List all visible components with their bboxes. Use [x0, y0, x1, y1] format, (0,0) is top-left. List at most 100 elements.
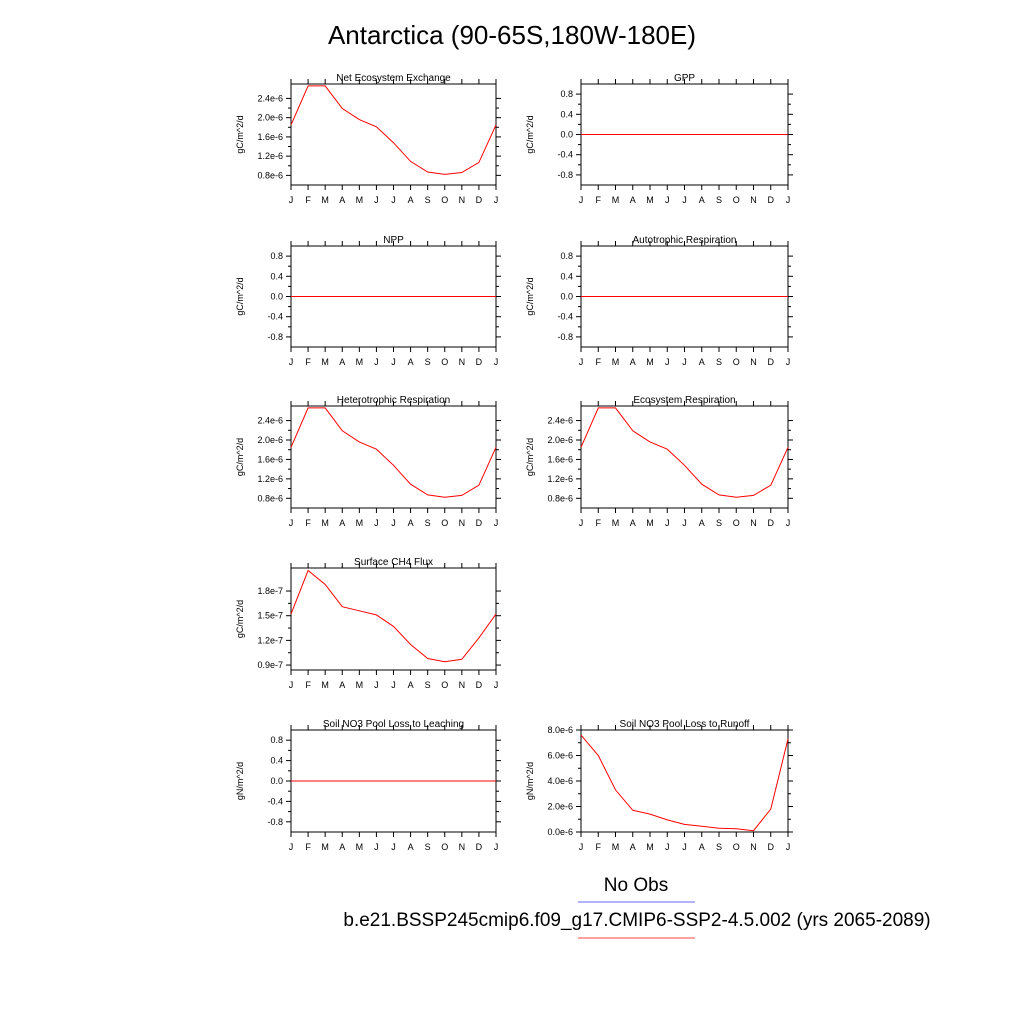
x-tick-label: M: [646, 357, 654, 367]
x-tick-label: O: [441, 680, 448, 690]
x-tick-label: O: [441, 195, 448, 205]
y-tick-label: 1.8e-7: [257, 586, 283, 596]
y-axis-label: gC/m^2/d: [525, 277, 535, 315]
y-tick-label: -0.4: [557, 312, 573, 322]
x-tick-label: A: [630, 357, 636, 367]
y-tick-label: 0.4: [560, 109, 573, 119]
x-tick-label: J: [682, 357, 687, 367]
y-axis-label: gC/m^2/d: [235, 277, 245, 315]
x-tick-label: D: [768, 842, 775, 852]
x-tick-label: F: [305, 680, 311, 690]
x-tick-label: S: [716, 842, 722, 852]
x-tick-label: A: [339, 680, 345, 690]
series-line: [290, 569, 497, 663]
y-tick-label: 0.8: [560, 251, 573, 261]
x-tick-label: J: [374, 195, 379, 205]
x-tick-label: D: [476, 357, 483, 367]
x-tick-label: J: [391, 518, 396, 528]
x-tick-label: A: [630, 518, 636, 528]
x-tick-label: S: [716, 357, 722, 367]
x-tick-label: M: [356, 518, 364, 528]
x-tick-label: A: [339, 518, 345, 528]
x-tick-label: N: [459, 195, 466, 205]
x-tick-label: F: [305, 842, 311, 852]
x-tick-label: S: [425, 518, 431, 528]
x-tick-label: F: [305, 518, 311, 528]
y-axis-label: gC/m^2/d: [525, 438, 535, 476]
x-tick-label: J: [289, 357, 294, 367]
y-tick-label: 0.0e-6: [547, 827, 573, 837]
x-tick-label: M: [356, 357, 364, 367]
legend-obs-label: No Obs: [604, 875, 668, 896]
y-tick-label: -0.8: [267, 817, 283, 827]
x-tick-label: A: [339, 357, 345, 367]
x-tick-label: D: [476, 680, 483, 690]
figure-title: Antarctica (90-65S,180W-180E): [328, 20, 696, 50]
x-tick-label: F: [305, 357, 311, 367]
x-tick-label: J: [289, 195, 294, 205]
x-tick-label: A: [408, 357, 414, 367]
x-tick-label: M: [356, 195, 364, 205]
x-tick-label: N: [750, 357, 757, 367]
y-tick-label: 2.4e-6: [257, 93, 283, 103]
x-tick-label: M: [321, 195, 329, 205]
x-tick-label: A: [339, 195, 345, 205]
x-tick-label: J: [374, 680, 379, 690]
y-tick-label: 1.2e-6: [257, 474, 283, 484]
y-tick-label: 8.0e-6: [547, 725, 573, 735]
legend-model-label: b.e21.BSSP245cmip6.f09_g17.CMIP6-SSP2-4.…: [343, 910, 930, 931]
y-tick-label: 2.0e-6: [257, 113, 283, 123]
x-tick-label: N: [750, 195, 757, 205]
x-tick-label: O: [733, 357, 740, 367]
y-tick-label: 0.8e-6: [257, 493, 283, 503]
x-tick-label: D: [768, 357, 775, 367]
y-tick-label: 1.6e-6: [257, 132, 283, 142]
x-tick-label: J: [391, 842, 396, 852]
plot-frame: [580, 729, 789, 833]
panel-title: Soil NO3 Pool Loss to Runoff: [620, 719, 750, 730]
y-axis-label: gC/m^2/d: [235, 115, 245, 153]
x-tick-label: O: [441, 518, 448, 528]
y-tick-label: 2.4e-6: [257, 416, 283, 426]
x-tick-label: J: [391, 680, 396, 690]
x-tick-label: J: [391, 357, 396, 367]
x-tick-label: A: [408, 842, 414, 852]
y-tick-label: 0.9e-7: [257, 660, 283, 670]
series-line: [580, 734, 789, 832]
x-tick-label: J: [391, 195, 396, 205]
x-tick-label: J: [289, 680, 294, 690]
y-tick-label: 2.4e-6: [547, 416, 573, 426]
x-tick-label: M: [646, 195, 654, 205]
y-tick-label: 0.8: [560, 89, 573, 99]
y-tick-label: -0.4: [267, 796, 283, 806]
x-tick-label: N: [459, 357, 466, 367]
y-tick-label: -0.4: [267, 312, 283, 322]
x-tick-label: A: [408, 680, 414, 690]
series-line: [290, 85, 497, 175]
x-tick-label: J: [665, 842, 670, 852]
x-tick-label: J: [374, 518, 379, 528]
x-tick-label: M: [321, 842, 329, 852]
x-tick-label: N: [459, 842, 466, 852]
y-tick-label: 1.6e-6: [257, 454, 283, 464]
x-tick-label: M: [646, 518, 654, 528]
x-tick-label: N: [459, 518, 466, 528]
panel-title: Ecosystem Respiration: [633, 395, 735, 406]
y-tick-label: 4.0e-6: [547, 776, 573, 786]
x-tick-label: A: [699, 195, 705, 205]
x-tick-label: A: [408, 195, 414, 205]
panel-title: NPP: [383, 235, 404, 246]
y-tick-label: 0.0: [560, 130, 573, 140]
x-tick-label: F: [596, 518, 602, 528]
y-tick-label: 6.0e-6: [547, 751, 573, 761]
legend: No Obs b.e21.BSSP245cmip6.f09_g17.CMIP6-…: [343, 875, 931, 939]
x-tick-label: A: [699, 842, 705, 852]
x-tick-label: N: [750, 518, 757, 528]
